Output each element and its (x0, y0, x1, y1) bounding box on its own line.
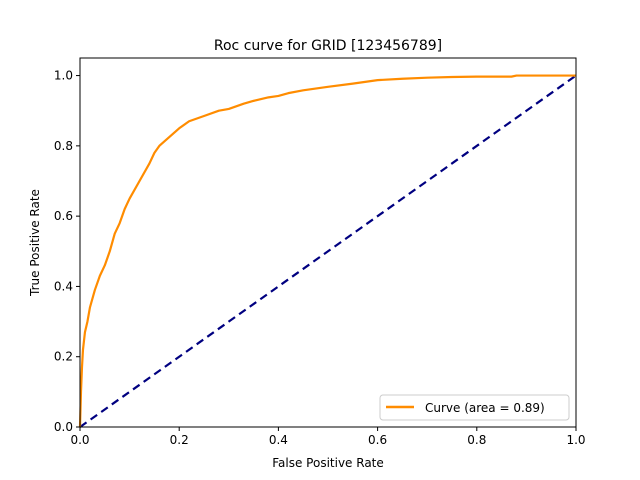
x-axis-ticks: 0.0 0.2 0.4 0.6 0.8 1.0 (70, 427, 586, 447)
x-axis-label: False Positive Rate (272, 456, 384, 470)
chart-title: Roc curve for GRID [123456789] (214, 38, 442, 54)
y-tick-label: 0.2 (54, 350, 73, 364)
y-axis-ticks: 0.0 0.2 0.4 0.6 0.8 1.0 (54, 69, 80, 434)
y-tick-label: 0.6 (54, 209, 73, 223)
x-tick-label: 0.8 (467, 433, 486, 447)
legend-label: Curve (area = 0.89) (425, 401, 545, 415)
roc-curve-line (78, 74, 576, 428)
x-tick-label: 0.6 (368, 433, 387, 447)
y-axis-label: True Positive Rate (28, 189, 42, 297)
series-layer (78, 74, 577, 428)
x-tick-label: 0.2 (170, 433, 189, 447)
y-tick-label: 0.0 (54, 420, 73, 434)
y-tick-label: 1.0 (54, 69, 73, 83)
x-tick-label: 0.4 (269, 433, 288, 447)
y-tick-label: 0.8 (54, 139, 73, 153)
y-tick-label: 0.4 (54, 279, 73, 293)
diagonal-reference-line (79, 74, 577, 428)
legend: Curve (area = 0.89) (379, 394, 570, 421)
x-tick-label: 0.0 (70, 433, 89, 447)
legend-box (379, 394, 570, 421)
x-tick-label: 1.0 (566, 433, 585, 447)
plot-frame (79, 57, 577, 428)
